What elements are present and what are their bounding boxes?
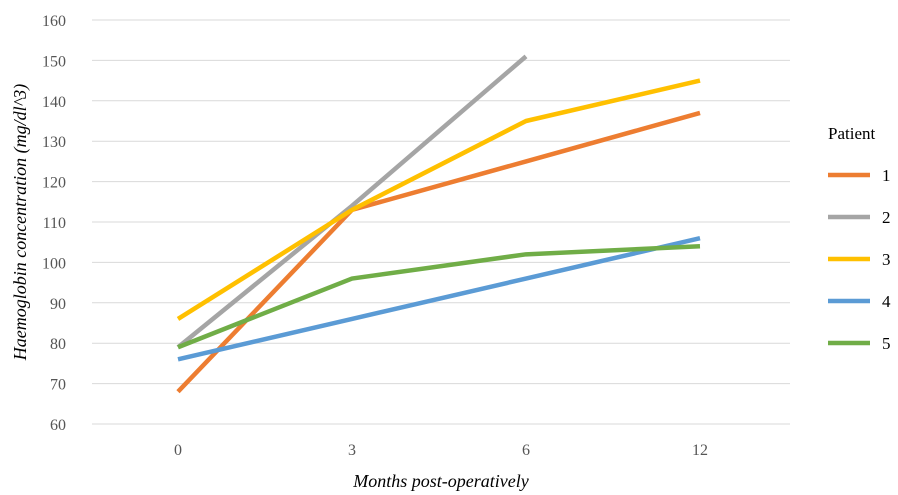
legend: Patient 1 2 3 4 5 — [828, 124, 891, 353]
series-line-patient-3 — [176, 78, 701, 321]
y-tick-label: 90 — [50, 296, 66, 313]
legend-title: Patient — [828, 124, 875, 143]
y-tick-label: 60 — [50, 417, 66, 434]
series-line-patient-2 — [176, 54, 528, 349]
series-line-patient-1 — [176, 110, 701, 394]
y-axis-ticks: 60 70 80 90 100 110 120 130 140 150 160 — [42, 13, 66, 434]
legend-label-patient-1: 1 — [882, 166, 891, 185]
legend-label-patient-2: 2 — [882, 208, 891, 227]
series-line-patient-5 — [177, 243, 701, 350]
x-tick-label: 6 — [522, 442, 530, 459]
y-tick-label: 130 — [42, 134, 66, 151]
legend-label-patient-5: 5 — [882, 334, 891, 353]
x-tick-label: 0 — [174, 442, 182, 459]
x-axis-ticks: 0 3 6 12 — [174, 442, 708, 459]
y-axis-title: Haemoglobin concentration (mg/dl^3) — [10, 84, 31, 362]
gridlines — [92, 19, 790, 425]
y-tick-label: 70 — [50, 377, 66, 394]
y-tick-label: 110 — [43, 215, 66, 232]
y-tick-label: 150 — [42, 53, 66, 70]
y-tick-label: 120 — [42, 175, 66, 192]
series-line-patient-4 — [177, 235, 701, 362]
y-tick-label: 140 — [42, 94, 66, 111]
series-lines — [176, 54, 701, 394]
y-tick-label: 80 — [50, 336, 66, 353]
y-tick-label: 100 — [42, 255, 66, 272]
x-tick-label: 12 — [692, 442, 708, 459]
y-tick-label: 160 — [42, 13, 66, 30]
legend-label-patient-3: 3 — [882, 250, 891, 269]
legend-label-patient-4: 4 — [882, 292, 891, 311]
x-axis-title: Months post-operatively — [352, 471, 528, 491]
x-tick-label: 3 — [348, 442, 356, 459]
